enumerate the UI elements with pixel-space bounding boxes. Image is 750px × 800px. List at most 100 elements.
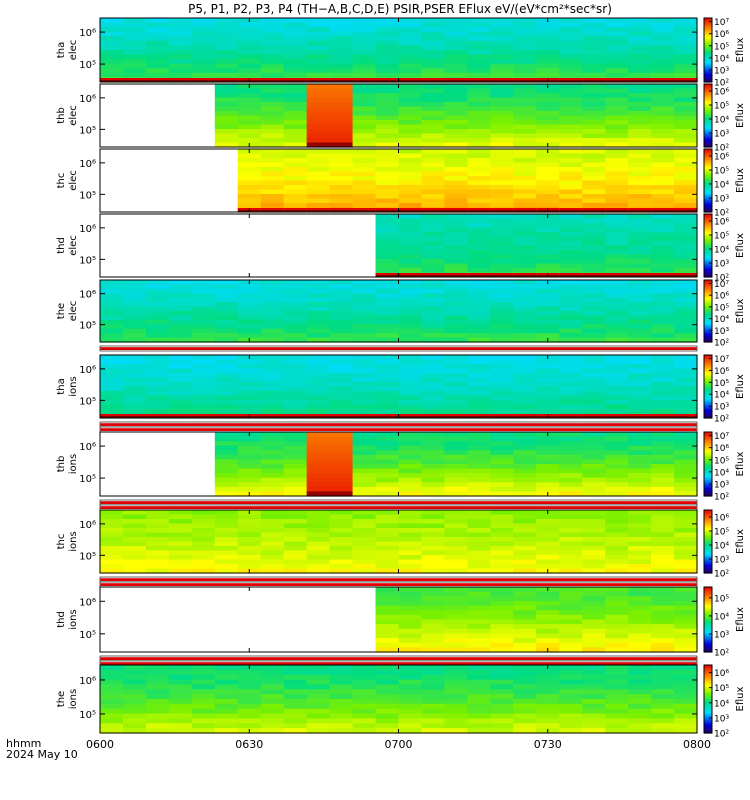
heatmap-cell <box>444 555 468 561</box>
heatmap-cell <box>398 699 423 705</box>
heatmap-cell <box>191 293 216 299</box>
colorbar-tick-label: 10⁴ <box>714 116 729 126</box>
heatmap-cell <box>398 591 423 597</box>
heatmap-cell <box>651 133 675 139</box>
colorbar-segment <box>704 231 712 233</box>
colorbar-segment <box>704 614 712 617</box>
colorbar-segment <box>704 553 712 556</box>
heatmap-cell <box>375 510 400 516</box>
heatmap-cell <box>582 27 606 33</box>
heatmap-cell <box>674 703 698 710</box>
heatmap-cell <box>145 514 170 520</box>
heatmap-cell <box>398 669 423 676</box>
heatmap-cell <box>398 80 423 82</box>
heatmap-cell <box>513 541 537 547</box>
heatmap-cell <box>168 78 193 80</box>
heatmap-cell <box>398 382 423 388</box>
heatmap-cell <box>444 628 468 635</box>
heatmap-cell <box>490 610 514 616</box>
heatmap-cell <box>237 395 262 401</box>
heatmap-cell <box>283 63 308 69</box>
colorbar-segment <box>704 133 712 136</box>
heatmap-cell <box>306 120 331 126</box>
colorbar-segment <box>704 676 712 679</box>
heatmap-cell <box>283 72 308 79</box>
heatmap-cell <box>605 153 629 159</box>
heatmap-cell <box>582 40 606 47</box>
heatmap-cell <box>168 50 193 56</box>
heatmap-cell <box>306 669 331 676</box>
heatmap-cell <box>605 297 629 303</box>
heatmap-cell <box>513 464 537 470</box>
heatmap-cell <box>421 218 446 224</box>
heatmap-cell <box>628 409 652 415</box>
heatmap-cell <box>651 514 675 520</box>
heatmap-cell <box>444 241 468 247</box>
heatmap-cell <box>168 689 193 695</box>
heatmap-cell <box>145 718 170 724</box>
heatmap-cell <box>559 68 583 74</box>
heatmap-cell <box>559 106 583 112</box>
heatmap-cell <box>398 120 423 126</box>
heatmap-cell <box>605 288 629 294</box>
heatmap-cell <box>444 728 468 734</box>
heatmap-cell <box>306 679 331 686</box>
heatmap-cell <box>628 359 652 365</box>
heatmap-cell <box>467 689 491 695</box>
heatmap-cell <box>536 167 560 173</box>
heatmap-cell <box>421 468 446 474</box>
colorbar-segment <box>704 221 712 224</box>
heatmap-cell <box>674 559 698 565</box>
heatmap-cell <box>168 514 193 520</box>
heatmap-cell <box>191 708 216 715</box>
heatmap-cell <box>651 713 675 720</box>
heatmap-cell <box>490 315 514 321</box>
heatmap-cell <box>651 647 675 653</box>
colorbar-segment <box>704 107 712 110</box>
colorbar-segment <box>704 462 712 465</box>
heatmap-cell <box>260 519 285 525</box>
heatmap-cell <box>582 364 606 370</box>
heatmap-cell <box>375 84 400 90</box>
heatmap-cell <box>536 546 560 552</box>
heatmap-cell <box>145 337 170 343</box>
heatmap-cell <box>674 254 698 260</box>
heatmap-cell <box>628 203 652 209</box>
heatmap-cell <box>536 68 560 74</box>
heatmap-cell <box>536 703 560 710</box>
heatmap-cell <box>398 293 423 299</box>
heatmap-cell <box>490 355 514 361</box>
heatmap-cell <box>237 723 262 729</box>
heatmap-cell <box>398 596 423 602</box>
heatmap-cell <box>375 158 400 164</box>
heatmap-cell <box>100 550 124 556</box>
heatmap-cell <box>490 115 514 121</box>
heatmap-cell <box>628 214 652 220</box>
colorbar-segment <box>704 361 712 364</box>
heatmap-cell <box>582 263 606 269</box>
heatmap-cell <box>398 568 423 574</box>
heatmap-cell <box>605 22 629 28</box>
heatmap-cell <box>674 288 698 294</box>
heatmap-cell <box>100 713 124 720</box>
heatmap-cell <box>329 284 354 290</box>
colorbar-segment <box>704 219 712 222</box>
heatmap-cell <box>260 464 285 470</box>
heatmap-cell <box>145 78 170 80</box>
heatmap-cell <box>100 400 124 406</box>
heatmap-cell <box>398 302 423 308</box>
heatmap-cell <box>490 189 514 195</box>
heatmap-cell <box>306 409 331 415</box>
heatmap-cell <box>421 223 446 229</box>
heatmap-cell <box>100 293 124 299</box>
heatmap-cell <box>674 250 698 256</box>
colorbar-segment <box>704 248 712 251</box>
heatmap-cell <box>674 628 698 635</box>
heatmap-cell <box>329 22 354 28</box>
heatmap-cell <box>513 288 537 294</box>
colorbar-segment <box>704 74 712 76</box>
colorbar-segment <box>704 454 712 457</box>
colorbar-segment <box>704 334 712 337</box>
heatmap-cell <box>467 665 491 671</box>
